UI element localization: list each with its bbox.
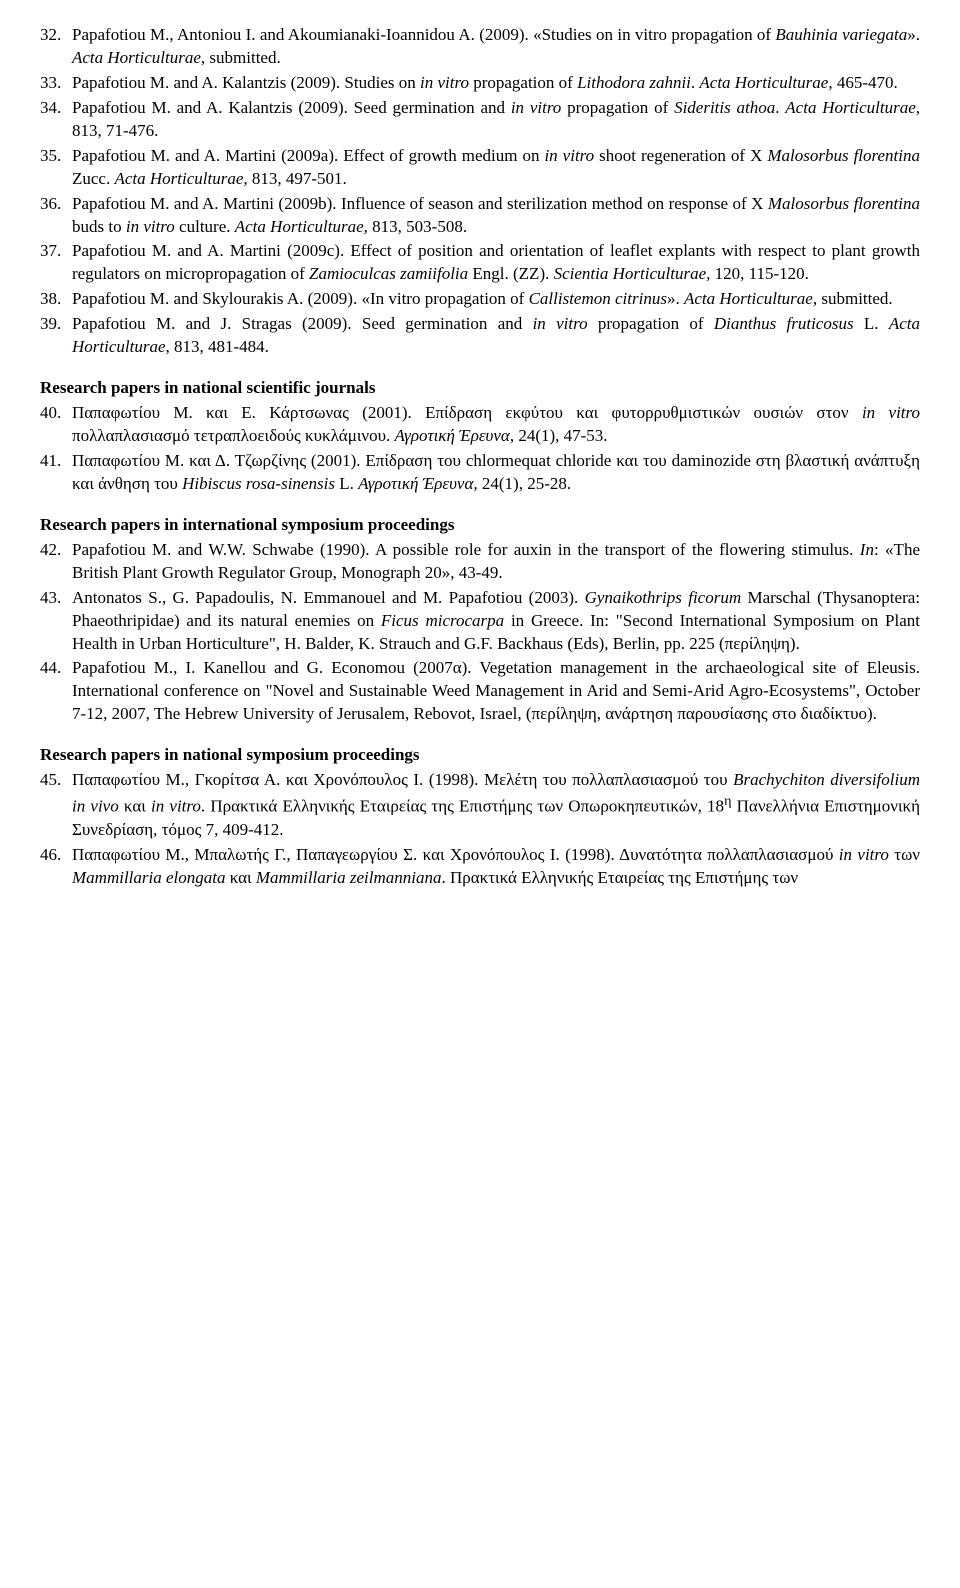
reference-item: 32.Papafotiou M., Antoniou I. and Akoumi… [40,24,920,70]
reference-list-c: 42.Papafotiou M. and W.W. Schwabe (1990)… [40,539,920,727]
reference-text: Papafotiou M. and A. Martini (2009c). Ef… [72,240,920,286]
reference-item: 33.Papafotiou M. and A. Kalantzis (2009)… [40,72,920,95]
reference-number: 46. [40,844,72,890]
reference-text: Papafotiou M. and J. Stragas (2009). See… [72,313,920,359]
reference-item: 45.Παπαφωτίου Μ., Γκορίτσα Α. και Χρονόπ… [40,769,920,841]
reference-number: 43. [40,587,72,656]
reference-item: 36.Papafotiou M. and A. Martini (2009b).… [40,193,920,239]
section-heading-intl-symposium: Research papers in international symposi… [40,514,920,537]
reference-number: 32. [40,24,72,70]
reference-text: Papafotiou M., Antoniou I. and Akoumiana… [72,24,920,70]
reference-text: Papafotiou M. and A. Kalantzis (2009). S… [72,97,920,143]
reference-text: Papafotiou M., I. Kanellou and G. Econom… [72,657,920,726]
reference-item: 34.Papafotiou M. and A. Kalantzis (2009)… [40,97,920,143]
reference-text: Papafotiou M. and Skylourakis A. (2009).… [72,288,920,311]
reference-item: 39.Papafotiou M. and J. Stragas (2009). … [40,313,920,359]
reference-list-b: 40.Παπαφωτίου Μ. και Ε. Κάρτσωνας (2001)… [40,402,920,496]
reference-text: Papafotiou M. and A. Martini (2009b). In… [72,193,920,239]
reference-text: Παπαφωτίου Μ., Γκορίτσα Α. και Χρονόπουλ… [72,769,920,841]
reference-item: 43.Antonatos S., G. Papadoulis, N. Emman… [40,587,920,656]
reference-number: 42. [40,539,72,585]
reference-item: 42.Papafotiou M. and W.W. Schwabe (1990)… [40,539,920,585]
reference-text: Παπαφωτίου Μ., Μπαλωτής Γ., Παπαγεωργίου… [72,844,920,890]
reference-number: 44. [40,657,72,726]
section-heading-national-symposium: Research papers in national symposium pr… [40,744,920,767]
reference-number: 41. [40,450,72,496]
section-heading-national-journals: Research papers in national scientific j… [40,377,920,400]
reference-number: 45. [40,769,72,841]
reference-text: Papafotiou M. and W.W. Schwabe (1990). A… [72,539,920,585]
reference-number: 33. [40,72,72,95]
reference-number: 36. [40,193,72,239]
reference-text: Παπαφωτίου Μ. και Ε. Κάρτσωνας (2001). Ε… [72,402,920,448]
reference-list-d: 45.Παπαφωτίου Μ., Γκορίτσα Α. και Χρονόπ… [40,769,920,889]
reference-item: 35.Papafotiou M. and A. Martini (2009a).… [40,145,920,191]
reference-text: Antonatos S., G. Papadoulis, N. Emmanoue… [72,587,920,656]
reference-number: 40. [40,402,72,448]
reference-item: 46.Παπαφωτίου Μ., Μπαλωτής Γ., Παπαγεωργ… [40,844,920,890]
reference-text: Papafotiou M. and A. Martini (2009a). Ef… [72,145,920,191]
reference-number: 37. [40,240,72,286]
reference-item: 37.Papafotiou M. and A. Martini (2009c).… [40,240,920,286]
reference-text: Παπαφωτίου Μ. και Δ. Τζωρζίνης (2001). Ε… [72,450,920,496]
reference-number: 39. [40,313,72,359]
reference-number: 34. [40,97,72,143]
reference-number: 38. [40,288,72,311]
reference-item: 38.Papafotiou M. and Skylourakis A. (200… [40,288,920,311]
reference-item: 41.Παπαφωτίου Μ. και Δ. Τζωρζίνης (2001)… [40,450,920,496]
reference-list-a: 32.Papafotiou M., Antoniou I. and Akoumi… [40,24,920,359]
reference-item: 44.Papafotiou M., I. Kanellou and G. Eco… [40,657,920,726]
reference-text: Papafotiou M. and A. Kalantzis (2009). S… [72,72,920,95]
reference-item: 40.Παπαφωτίου Μ. και Ε. Κάρτσωνας (2001)… [40,402,920,448]
reference-number: 35. [40,145,72,191]
